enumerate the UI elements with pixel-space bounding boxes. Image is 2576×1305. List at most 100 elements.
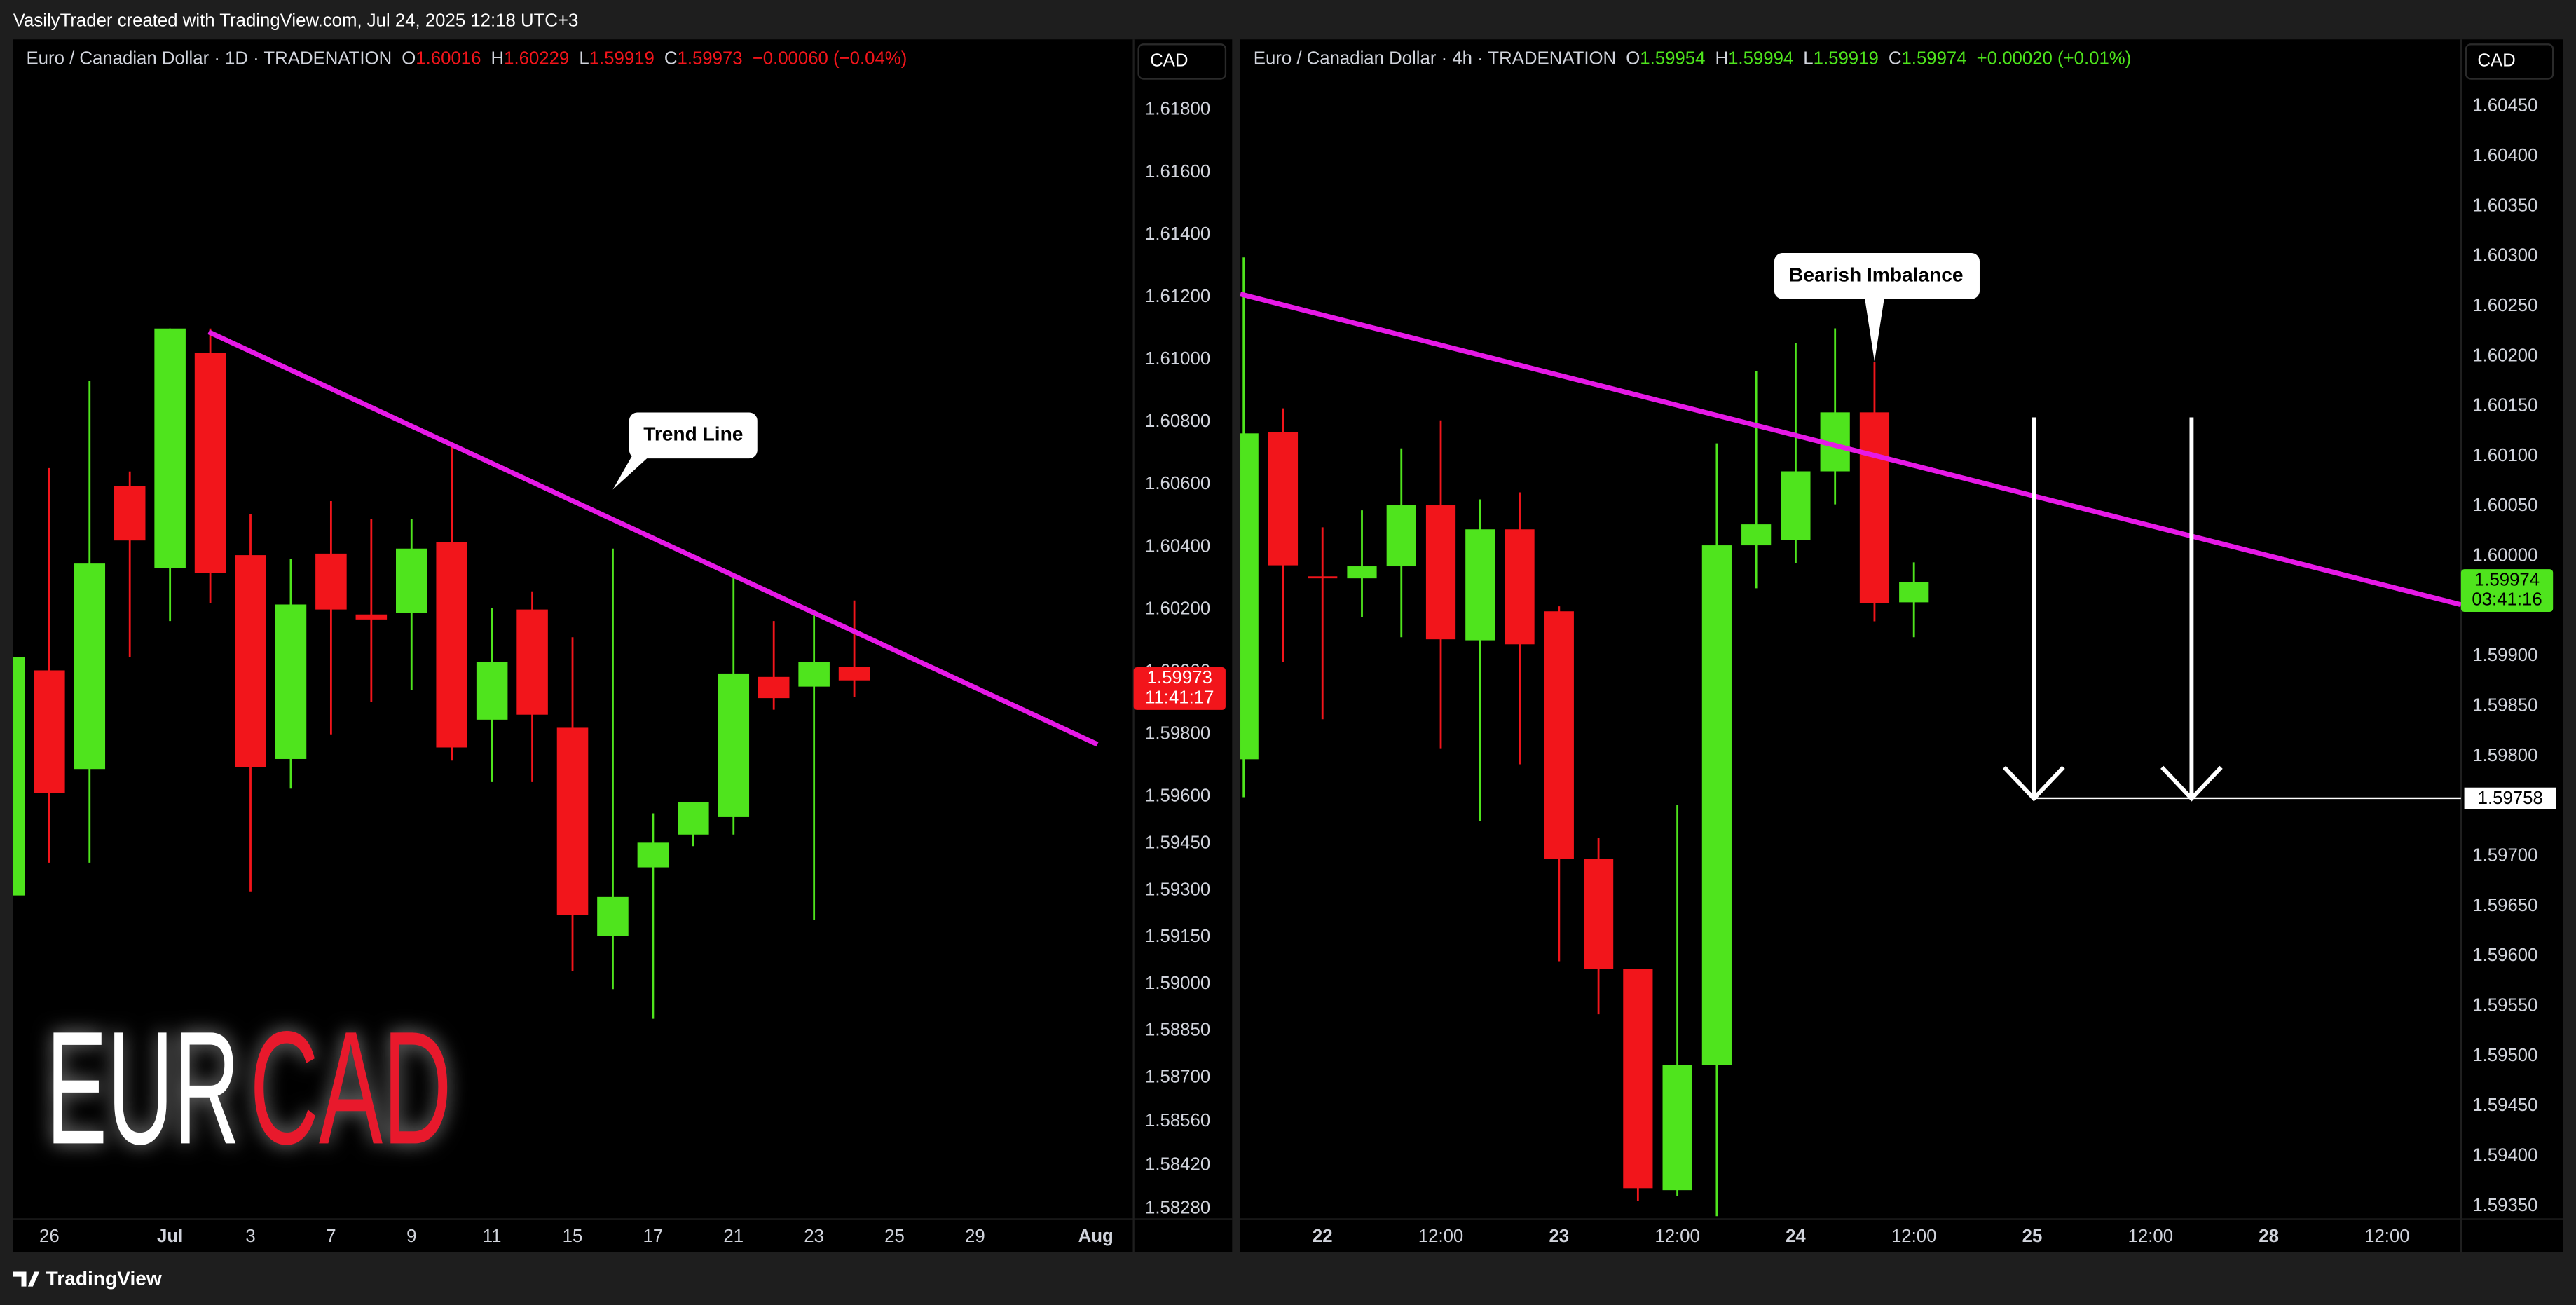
x-tick-label: 7 [326, 1227, 336, 1246]
candle-body [1859, 412, 1890, 603]
y-tick-label: 1.59850 [2472, 696, 2537, 716]
symbol-legend: Euro / Canadian Dollar · 1D · TRADENATIO… [27, 48, 907, 68]
candle-body [315, 553, 347, 610]
footer-text: TradingView [46, 1268, 162, 1290]
candle-body [838, 667, 870, 681]
y-tick-label: 1.60350 [2472, 196, 2537, 215]
x-tick-label: Aug [1078, 1227, 1114, 1246]
candle-body [74, 563, 106, 770]
ohlc-letter: O [1626, 48, 1640, 68]
candle-body [395, 548, 427, 613]
left-panel [13, 39, 1233, 1252]
y-tick-label: 1.59300 [1145, 880, 1210, 899]
countdown: 11:41:17 [1145, 688, 1214, 707]
candle-body [556, 727, 589, 915]
y-tick-label: 1.60200 [1145, 599, 1210, 618]
candle-body [1899, 582, 1929, 603]
x-tick-label: 26 [39, 1227, 60, 1246]
header-text: VasilyTrader created with TradingView.co… [13, 11, 579, 30]
ohlc-value: 1.59954 [1640, 48, 1705, 68]
watermark-eur: EUR [46, 997, 240, 1177]
watermark: EUR CAD [46, 997, 452, 1177]
candle-body [154, 328, 186, 568]
candle-body [34, 670, 65, 793]
x-tick-label: 23 [1549, 1227, 1569, 1246]
change: −0.00060 (−0.04%) [753, 48, 907, 68]
ohlc-letter: O [402, 48, 416, 68]
candle-body [718, 673, 750, 817]
ohlc-letter: H [491, 48, 505, 68]
y-tick-label: 1.61800 [1145, 100, 1210, 119]
y-tick-label: 1.59700 [2472, 846, 2537, 866]
candle-body [1425, 505, 1456, 640]
level-label: 1.59758 [2478, 788, 2543, 808]
candle-body [1386, 505, 1416, 567]
x-tick-label: 11 [483, 1227, 502, 1246]
ohlc-value: 1.59974 [1901, 48, 1966, 68]
ohlc-value: 1.60229 [504, 48, 569, 68]
ohlc-value: 1.59919 [1814, 48, 1879, 68]
x-tick-label: 9 [406, 1227, 416, 1246]
y-tick-label: 1.59450 [2472, 1095, 2537, 1115]
y-tick-label: 1.60400 [2472, 146, 2537, 165]
candle-body [1781, 471, 1811, 540]
x-tick-label: 12:00 [1891, 1227, 1936, 1246]
candle-body [1623, 969, 1653, 1189]
x-tick-label: 25 [884, 1227, 905, 1246]
x-tick-label: 25 [2022, 1227, 2043, 1246]
candle-body [235, 555, 266, 767]
ohlc-value: 1.60016 [416, 48, 481, 68]
candle-body [194, 353, 226, 573]
y-tick-label: 1.61400 [1145, 224, 1210, 244]
currency-button [2465, 43, 2554, 80]
y-tick-label: 1.61600 [1145, 162, 1210, 182]
y-tick-label: 1.59450 [1145, 833, 1210, 852]
logo [13, 1271, 40, 1287]
y-tick-label: 1.60050 [2472, 496, 2537, 515]
last-price-box [1133, 667, 1226, 710]
y-tick-label: 1.59600 [1145, 786, 1210, 806]
y-tick-label: 1.59350 [2472, 1196, 2537, 1215]
candle-body [275, 604, 307, 759]
right-panel [1240, 39, 2563, 1252]
y-tick-label: 1.60100 [2472, 446, 2537, 465]
candle-body [798, 662, 830, 687]
trend-line [207, 329, 1099, 747]
candle-body [758, 676, 790, 699]
ohlc-value: 1.59994 [1728, 48, 1793, 68]
countdown: 03:41:16 [2472, 589, 2542, 609]
candle-body [1268, 432, 1299, 566]
y-tick-label: 1.59650 [2472, 896, 2537, 915]
candle-body [436, 542, 467, 748]
candle-body [516, 609, 548, 715]
currency-label: CAD [1150, 51, 1188, 71]
y-tick-label: 1.60450 [2472, 96, 2537, 116]
candle-body [476, 662, 508, 720]
candle-body [1347, 566, 1377, 579]
y-tick-label: 1.61200 [1145, 287, 1210, 306]
y-tick-label: 1.61000 [1145, 349, 1210, 369]
ohlc-letter: H [1715, 48, 1728, 68]
x-tick-label: 12:00 [1418, 1227, 1463, 1246]
callout-pointer [1864, 297, 1885, 362]
y-tick-label: 1.59900 [2472, 645, 2537, 665]
candle-body [637, 842, 669, 868]
candle-body [114, 486, 146, 541]
drawings: Trend Line Bearish Imbalance [207, 253, 2462, 802]
x-tick-label: 28 [2259, 1227, 2279, 1246]
candles [1240, 257, 1929, 1217]
ohlc-value: 1.59973 [677, 48, 742, 68]
last-price: 1.59973 [1147, 668, 1212, 688]
candle-body [1544, 611, 1574, 859]
watermark-cad: CAD [249, 997, 451, 1177]
candle-body [1505, 529, 1535, 645]
y-tick-label: 1.58280 [1145, 1198, 1210, 1218]
currency-label: CAD [2477, 51, 2515, 71]
y-tick-label: 1.60600 [1145, 474, 1210, 493]
candle-body [1741, 524, 1772, 546]
x-tick-label: 21 [723, 1227, 744, 1246]
x-tick-label: 3 [245, 1227, 255, 1246]
y-tick-label: 1.60800 [1145, 411, 1210, 431]
candle-body [355, 614, 388, 620]
